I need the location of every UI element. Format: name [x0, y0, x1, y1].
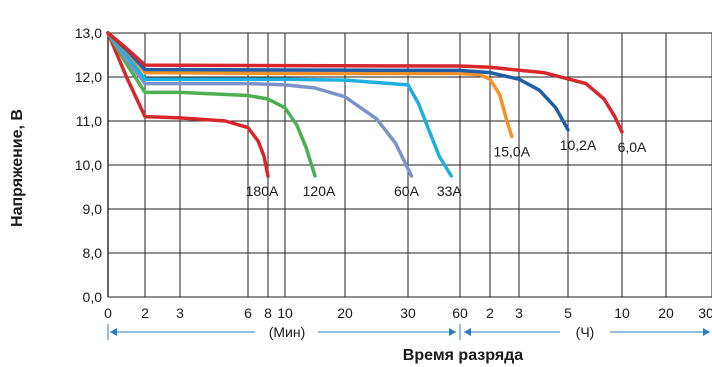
- y-axis-ticks: 0,0 8,0 9,0 10,0 11,0 12,0 13,0: [75, 25, 102, 305]
- x-tick-label: 3: [176, 305, 184, 321]
- x-tick-label: 2: [141, 305, 149, 321]
- series-label: 15,0A: [493, 143, 530, 159]
- x-axis-ticks: 0 2 3 6 8 10 20 30 60 2 3 5 10 20 30: [104, 305, 712, 321]
- series-label: 33A: [437, 183, 463, 199]
- x-tick-label: 30: [400, 305, 416, 321]
- x-tick-label: 3: [515, 305, 523, 321]
- x-axis-unit-arrows: (Мин) (Ч): [107, 324, 710, 340]
- y-tick-label: 8,0: [83, 245, 103, 261]
- y-axis-title: Напряжение, В: [9, 109, 26, 227]
- y-tick-label: 12,0: [75, 69, 102, 85]
- x-tick-label: 2: [486, 305, 494, 321]
- series-labels: 180A 120A 60A 33A 15,0A 10,2A 6,0A: [246, 137, 647, 199]
- x-tick-label: 30: [698, 305, 712, 321]
- x-tick-label: 10: [277, 305, 293, 321]
- y-tick-label: 11,0: [76, 113, 102, 129]
- series-label: 6,0A: [618, 139, 647, 155]
- y-tick-label: 13,0: [75, 25, 102, 41]
- series-label: 60A: [394, 183, 420, 199]
- x-axis-title: Время разряда: [403, 347, 524, 364]
- x-tick-label: 10: [614, 305, 630, 321]
- series-label: 10,2A: [560, 137, 597, 153]
- series-line: [106, 31, 454, 178]
- x-tick-label: 60: [452, 305, 468, 321]
- x-tick-label: 8: [264, 305, 272, 321]
- chart-grid: [107, 32, 712, 298]
- y-tick-label: 9,0: [83, 201, 103, 217]
- chart-series: [106, 31, 624, 178]
- series-line: [106, 31, 270, 178]
- x-tick-label: 20: [337, 305, 353, 321]
- series-line: [106, 31, 414, 178]
- arrow-left-icon: [110, 328, 117, 336]
- x-tick-label: 5: [564, 305, 572, 321]
- y-tick-label: 0,0: [83, 289, 103, 305]
- series-line: [106, 31, 317, 178]
- arrow-left-icon: [464, 328, 471, 336]
- series-line: [106, 31, 624, 134]
- series-label: 120A: [303, 183, 336, 199]
- x-tick-label: 6: [244, 305, 252, 321]
- x-tick-label: 0: [104, 305, 112, 321]
- arrow-right-icon: [449, 328, 456, 336]
- series-line: [106, 31, 570, 132]
- x-tick-label: 20: [658, 305, 674, 321]
- y-tick-label: 10,0: [75, 157, 102, 173]
- x-unit-minutes: (Мин): [269, 324, 306, 340]
- series-label: 180A: [246, 183, 279, 199]
- arrow-right-icon: [703, 328, 710, 336]
- x-unit-hours: (Ч): [576, 324, 595, 340]
